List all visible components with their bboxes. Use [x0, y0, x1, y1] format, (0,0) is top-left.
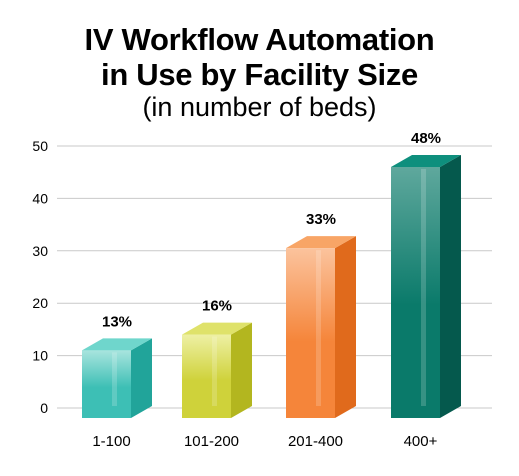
y-tick-label: 30	[32, 243, 48, 259]
bar-front-face	[82, 350, 131, 418]
bar-101-200	[182, 322, 252, 418]
y-tick-label: 40	[32, 190, 48, 206]
bar-top-face	[82, 338, 152, 351]
chart-title-line-1: IV Workflow Automation	[84, 22, 435, 57]
bar-front-face	[182, 334, 231, 418]
x-category-label: 101-200	[184, 433, 239, 450]
bar-side-face	[131, 338, 152, 418]
bar-side-face	[440, 154, 461, 418]
data-label: 16%	[202, 298, 232, 315]
chart-subtitle: (in number of beds)	[142, 92, 377, 122]
chart-title: IV Workflow Automation in Use by Facilit…	[0, 22, 519, 92]
bar-glass-highlight	[112, 352, 117, 406]
data-labels: 13% 16% 33% 48%	[102, 130, 441, 330]
bar-glass-highlight	[316, 250, 321, 406]
bar-glass-highlight	[212, 336, 217, 406]
x-category-label: 1-100	[92, 433, 130, 450]
y-tick-label: 0	[40, 400, 48, 416]
bar-front-face	[391, 166, 440, 418]
y-tick-label: 20	[32, 295, 48, 311]
bar-top-face	[182, 322, 252, 335]
bar-top-face	[391, 154, 461, 167]
bar-side-face	[335, 236, 356, 418]
data-label: 48%	[411, 130, 441, 147]
chart-title-line-2: in Use by Facility Size	[101, 57, 418, 92]
y-axis-ticks: 0 10 20 30 40 50	[32, 138, 48, 416]
bar-front-face	[286, 248, 335, 418]
x-category-label: 400+	[404, 433, 438, 450]
y-tick-label: 50	[32, 138, 48, 154]
data-label: 33%	[306, 211, 336, 228]
bar-top-face	[286, 236, 356, 249]
x-category-label: 201-400	[288, 433, 343, 450]
x-axis-labels: 1-100 101-200 201-400 400+	[92, 433, 437, 450]
bars	[82, 154, 461, 418]
bar-glass-highlight	[421, 168, 426, 406]
bar-1-100	[82, 338, 152, 418]
bar-side-face	[231, 322, 252, 418]
data-label: 13%	[102, 313, 132, 330]
bar-400+	[391, 154, 461, 418]
y-tick-label: 10	[32, 348, 48, 364]
bar-201-400	[286, 236, 356, 418]
